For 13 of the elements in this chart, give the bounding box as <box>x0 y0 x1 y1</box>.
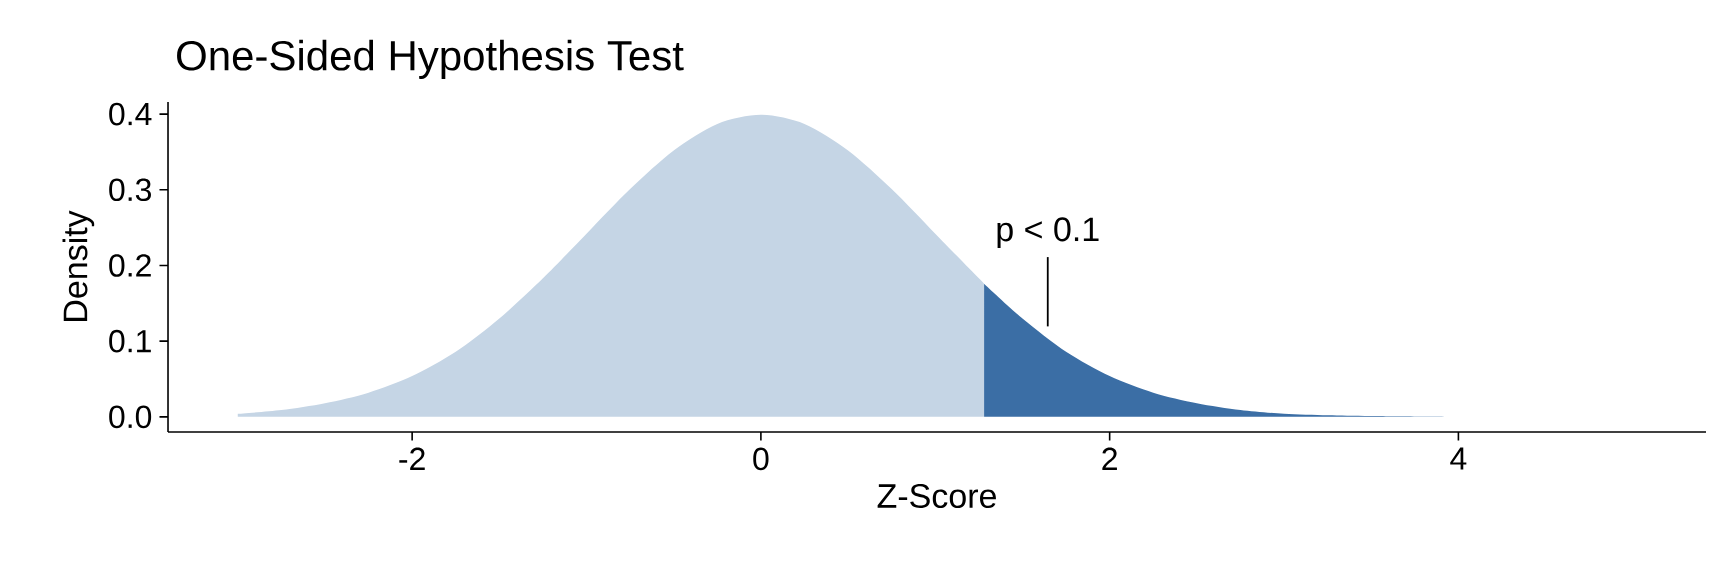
x-tick-label: 0 <box>753 447 769 471</box>
y-tick-label: 0.2 <box>109 254 151 277</box>
y-tick-label: 0.0 <box>109 405 152 429</box>
y-axis-title: Density <box>62 210 95 321</box>
chart-title: One-Sided Hypothesis Test <box>177 39 684 79</box>
annotation: p < 0.1 <box>997 217 1099 249</box>
x-tick-label: 2 <box>1102 447 1117 470</box>
x-tick-label: 4 <box>1450 447 1467 470</box>
x-tick-label: -2 <box>399 447 425 470</box>
y-tick-label: 0.1 <box>109 329 151 353</box>
y-tick-label: 0.3 <box>109 178 151 202</box>
y-tick-label: 0.4 <box>109 102 152 126</box>
x-axis-title: Z-Score <box>877 483 996 509</box>
